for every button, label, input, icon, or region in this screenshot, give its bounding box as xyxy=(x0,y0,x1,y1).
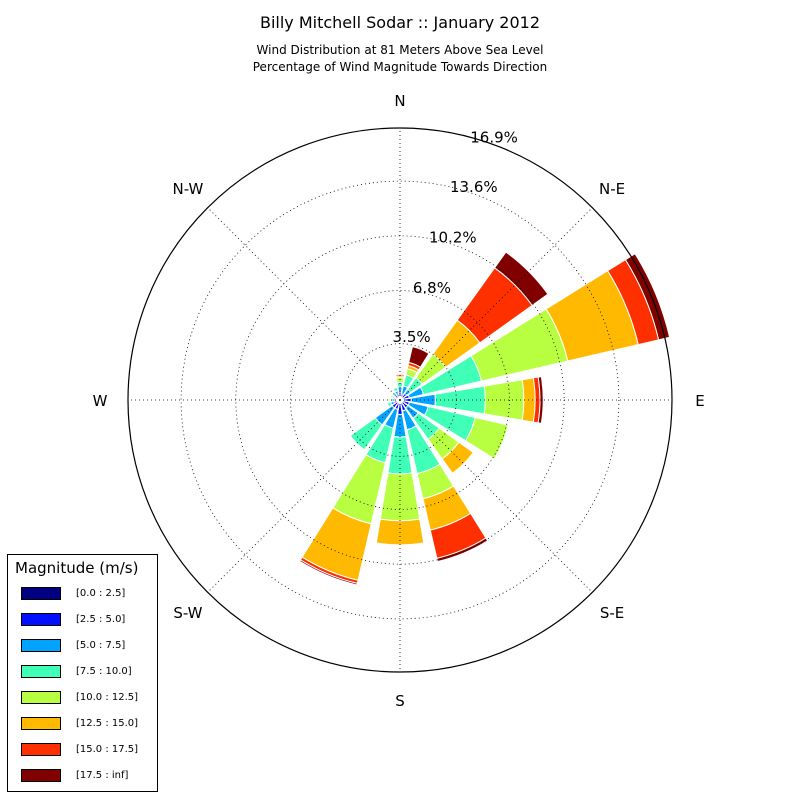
legend-swatch xyxy=(21,769,61,782)
radial-tick-label: 3.5% xyxy=(393,328,431,346)
wind-bar-segment xyxy=(389,394,394,399)
wind-bar-segment xyxy=(386,401,393,408)
wind-bar-segment xyxy=(493,251,549,307)
chart-subtitle-line-2: Percentage of Wind Magnitude Towards Dir… xyxy=(253,60,547,74)
legend-item: [12.5 : 15.0] xyxy=(8,711,157,737)
direction-label: E xyxy=(695,392,704,410)
legend-title: Magnitude (m/s) xyxy=(15,559,139,577)
radial-tick-label: 10.2% xyxy=(429,228,477,246)
radial-tick-label: 13.6% xyxy=(450,178,498,196)
angular-grid-line xyxy=(207,207,401,401)
axis-labels: 3.5% 6.8% 10.2% 13.6% 16.9% N N-E E S-E S S-W W N-W xyxy=(93,92,705,710)
legend-swatch xyxy=(21,613,61,626)
wind-bar-segment xyxy=(464,416,509,460)
direction-label: N xyxy=(394,92,405,110)
direction-label: S xyxy=(395,692,405,710)
wind-bar-segment xyxy=(392,386,399,393)
legend-label: [0.0 : 2.5] xyxy=(76,588,126,599)
legend-swatch xyxy=(21,639,61,652)
legend-swatch xyxy=(21,587,61,600)
outer-boundary-ring xyxy=(127,127,673,673)
wind-bar-segment xyxy=(624,253,671,341)
legend-swatch xyxy=(21,743,61,756)
direction-label: N-E xyxy=(599,180,625,198)
legend-item: [10.0 : 12.5] xyxy=(8,685,157,711)
legend-item: [5.0 : 7.5] xyxy=(8,633,157,659)
direction-label: W xyxy=(93,392,108,410)
legend: Magnitude (m/s) [0.0 : 2.5] [2.5 : 5.0] … xyxy=(7,554,158,792)
wind-bar-segment xyxy=(436,537,489,563)
radial-tick-label: 16.9% xyxy=(470,129,518,147)
legend-swatch xyxy=(21,717,61,730)
legend-item: [15.0 : 17.5] xyxy=(8,737,157,763)
legend-swatch xyxy=(21,665,61,678)
polar-grid xyxy=(128,128,672,672)
legend-item: [7.5 : 10.0] xyxy=(8,659,157,685)
legend-label: [7.5 : 10.0] xyxy=(76,666,132,677)
direction-label: S-W xyxy=(173,604,202,622)
legend-label: [12.5 : 15.0] xyxy=(76,718,139,729)
legend-label: [10.0 : 12.5] xyxy=(76,692,139,703)
legend-swatch xyxy=(21,691,61,704)
wind-bars xyxy=(298,251,671,586)
chart-subtitle-line-1: Wind Distribution at 81 Meters Above Sea… xyxy=(257,43,544,57)
radial-grid-ring xyxy=(290,290,510,510)
radial-tick-label: 6.8% xyxy=(413,279,451,297)
wind-bar-segment xyxy=(441,441,474,474)
legend-item: [0.0 : 2.5] xyxy=(8,581,157,607)
legend-label: [5.0 : 7.5] xyxy=(76,640,126,651)
legend-item: [2.5 : 5.0] xyxy=(8,607,157,633)
legend-item: [17.5 : inf] xyxy=(8,763,157,789)
legend-label: [2.5 : 5.0] xyxy=(76,614,126,625)
wind-bar-segment xyxy=(375,518,425,546)
direction-label: S-E xyxy=(600,604,624,622)
wind-bar-segment xyxy=(388,397,392,403)
direction-label: N-W xyxy=(172,180,203,198)
legend-label: [17.5 : inf] xyxy=(76,770,129,781)
legend-label: [15.0 : 17.5] xyxy=(76,744,139,755)
wind-bar-segment xyxy=(298,559,358,586)
wind-bar-segment xyxy=(408,346,430,368)
radial-grid-ring xyxy=(180,180,620,620)
chart-title: Billy Mitchell Sodar :: January 2012 xyxy=(260,13,540,32)
